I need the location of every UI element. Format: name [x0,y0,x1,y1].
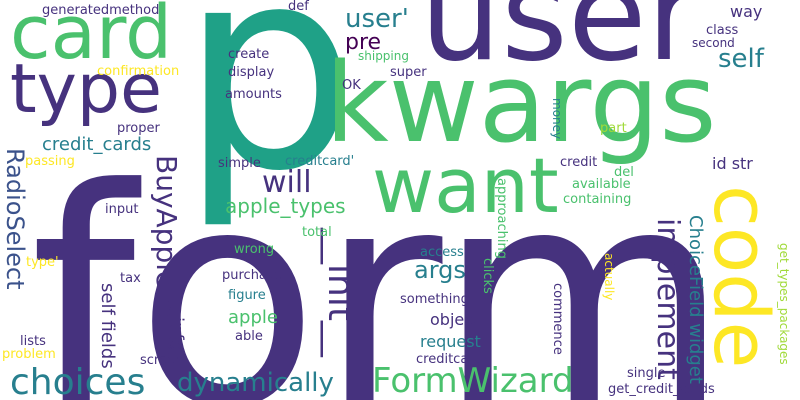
word-credit: credit [560,155,598,170]
word-radioselect: RadioSelect [1,148,29,290]
word-credit-cards: credit_cards [42,134,152,155]
word-second: second [692,36,735,50]
word-user-quote: user' [345,4,409,34]
word-implement: implement [650,218,685,380]
word-approaching: approaching [494,178,509,259]
word-purchase: purchase [222,268,282,283]
word-way: way [730,2,763,21]
word-code: code [697,185,786,369]
word-form: form [30,125,730,400]
word-init: __init__ [320,228,361,357]
word-screen: screen [140,353,184,368]
word-something: something [400,292,469,307]
word-passing: passing [25,154,75,169]
word-proper: proper [117,121,160,136]
word-amounts: amounts [225,87,282,102]
word-want: want [372,141,559,230]
word-ok: OK [342,78,361,93]
word-def-top: def [288,0,309,14]
word-apple: apple [228,307,278,328]
word-actually: actually [602,253,616,301]
word-object: object [430,310,480,329]
word-simple: simple [218,156,261,171]
word-figure: figure [228,288,266,303]
word-type-quote: type' [26,255,59,270]
word-problem: problem [2,347,56,362]
word-wrong: wrong [234,242,275,257]
word-shipping: shipping [358,49,409,63]
word-input: input [105,202,139,217]
word-buyappleform: BuyAppleForm [150,155,183,359]
word-kwargs: kwargs [325,39,717,167]
word-class: class [706,23,739,38]
word-user: user [420,0,700,90]
word-type: type [10,50,162,129]
word-info: info [166,317,187,351]
word-money: money [550,98,564,140]
word-total: total [302,225,332,240]
word-apple-types: apple_types [225,194,346,218]
word-creditcard: creditcard [416,352,482,367]
word-self: self [718,44,764,74]
word-del: del [614,165,634,180]
word-containing: containing [563,192,632,207]
word-choices: choices [10,362,146,400]
word-formwizard: FormWizard [372,361,574,400]
word-available: available [572,177,631,192]
word-id-str: id str [712,154,753,173]
word-get-credit-cards: get_credit_cards [608,382,715,397]
word-creditcard-quote: creditcard' [285,154,355,169]
word-args: args [414,256,466,284]
word-lists: lists [20,334,46,349]
word-generatedmethod: generatedmethod [42,3,160,18]
word-access: access [420,245,464,260]
word-request: request [420,332,481,351]
word-part: part [600,121,627,136]
word-confirmation: confirmation [97,64,180,79]
word-choicefield-widget: ChoiceField widget [685,215,706,384]
word-will: will [262,165,312,200]
word-card: card [10,0,173,76]
word-able: able [235,329,263,344]
word-get-types-packages: get_types_packages [777,243,791,365]
word-p: p [180,0,358,233]
word-dynamically: dynamically [177,368,334,398]
word-clicks: clicks [480,258,495,294]
word-super: super [390,65,427,80]
word-single: single [627,366,666,381]
word-display: display [228,65,275,80]
word-self-fields: self fields [97,283,118,369]
word-tax: tax [120,271,141,286]
word-create: create [228,47,270,62]
word-commence: commence [550,283,565,355]
word-pre: pre [345,30,382,55]
